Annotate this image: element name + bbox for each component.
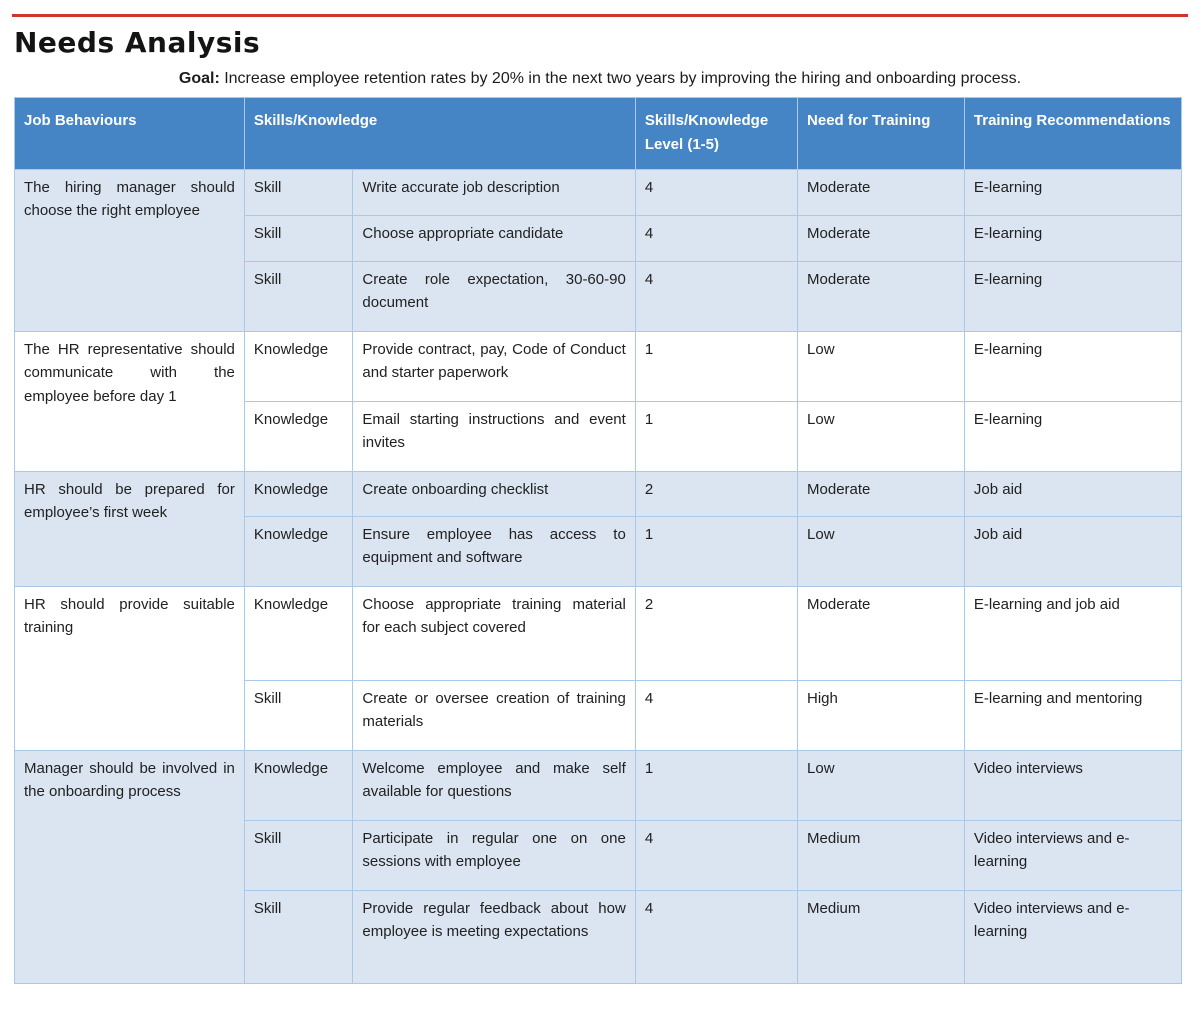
recommendation-cell: Video interviews and e-learning	[963, 820, 1183, 891]
goal-text: Increase employee retention rates by 20%…	[219, 70, 1022, 87]
description-cell: Provide contract, pay, Code of Conduct a…	[352, 331, 636, 402]
table-row: Knowledge Ensure employee has access to …	[15, 516, 1183, 587]
header-need-for-training: Need for Training	[797, 97, 965, 170]
recommendation-cell: E-learning	[963, 215, 1183, 262]
type-cell: Skill	[243, 820, 354, 891]
header-training-recommendations: Training Recommendations	[963, 97, 1183, 170]
description-cell: Create role expectation, 30-60-90 docume…	[352, 261, 636, 332]
recommendation-cell: E-learning and job aid	[963, 586, 1183, 681]
header-skills-knowledge: Skills/Knowledge	[243, 97, 636, 170]
table-row: The hiring manager should choose the rig…	[14, 169, 1183, 332]
behaviour-cell: HR should be prepared for employee’s fir…	[14, 471, 245, 587]
recommendation-cell: Job aid	[963, 516, 1183, 587]
header-skills-knowledge-level: Skills/Knowledge Level (1-5)	[634, 97, 799, 170]
recommendation-cell: E-learning	[963, 261, 1183, 332]
level-cell: 1	[634, 750, 799, 821]
level-cell: 4	[634, 680, 799, 751]
top-accent-rule	[12, 14, 1188, 17]
need-cell: Low	[797, 750, 965, 821]
table-row: Skill Participate in regular one on one …	[15, 820, 1183, 891]
type-cell: Knowledge	[243, 750, 354, 821]
need-cell: Low	[797, 401, 965, 472]
need-cell: Moderate	[797, 471, 965, 517]
table-row: HR should provide suitable training Know…	[14, 586, 1183, 751]
table-row: Skill Create or oversee creation of trai…	[15, 680, 1183, 751]
description-cell: Participate in regular one on one sessio…	[352, 820, 636, 891]
type-cell: Knowledge	[243, 331, 354, 402]
description-cell: Email starting instructions and event in…	[352, 401, 636, 472]
table-row: Skill Create role expectation, 30-60-90 …	[15, 261, 1183, 332]
type-cell: Knowledge	[243, 586, 354, 681]
type-cell: Skill	[243, 215, 354, 262]
description-cell: Create onboarding checklist	[352, 471, 636, 517]
type-cell: Knowledge	[243, 401, 354, 472]
description-cell: Choose appropriate training material for…	[352, 586, 636, 681]
need-cell: Low	[797, 331, 965, 402]
recommendation-cell: E-learning	[963, 331, 1183, 402]
level-cell: 4	[634, 820, 799, 891]
level-cell: 1	[634, 516, 799, 587]
behaviour-cell: The hiring manager should choose the rig…	[14, 169, 245, 332]
need-cell: Low	[797, 516, 965, 587]
level-cell: 4	[634, 890, 799, 984]
recommendation-cell: E-learning and mentoring	[963, 680, 1183, 751]
type-cell: Skill	[243, 261, 354, 332]
description-cell: Provide regular feedback about how emplo…	[352, 890, 636, 984]
need-cell: Moderate	[797, 215, 965, 262]
level-cell: 4	[634, 215, 799, 262]
type-cell: Knowledge	[243, 516, 354, 587]
table-row: HR should be prepared for employee’s fir…	[14, 471, 1183, 587]
level-cell: 2	[634, 586, 799, 681]
table-row: Knowledge Email starting instructions an…	[15, 401, 1183, 472]
need-cell: Medium	[797, 890, 965, 984]
recommendation-cell: Video interviews and e-learning	[963, 890, 1183, 984]
level-cell: 1	[634, 331, 799, 402]
need-cell: Moderate	[797, 261, 965, 332]
behaviour-cell: The HR representative should communicate…	[14, 331, 245, 472]
level-cell: 1	[634, 401, 799, 472]
recommendation-cell: E-learning	[963, 401, 1183, 472]
description-cell: Create or oversee creation of training m…	[352, 680, 636, 751]
table-row: Skill Choose appropriate candidate 4 Mod…	[15, 215, 1183, 262]
need-cell: Medium	[797, 820, 965, 891]
goal-label: Goal:	[178, 70, 220, 87]
level-cell: 4	[634, 169, 799, 216]
need-cell: Moderate	[797, 586, 965, 681]
page-title: Needs Analysis	[14, 26, 261, 59]
description-cell: Choose appropriate candidate	[352, 215, 636, 262]
recommendation-cell: E-learning	[963, 169, 1183, 216]
recommendation-cell: Video interviews	[963, 750, 1183, 821]
table-header-row: Job Behaviours Skills/Knowledge Skills/K…	[14, 97, 1183, 170]
recommendation-cell: Job aid	[963, 471, 1183, 517]
table-row: Skill Provide regular feedback about how…	[15, 890, 1183, 984]
table-row: The HR representative should communicate…	[14, 331, 1183, 472]
goal-statement: Goal: Increase employee retention rates …	[0, 70, 1200, 88]
level-cell: 4	[634, 261, 799, 332]
description-cell: Write accurate job description	[352, 169, 636, 216]
need-cell: Moderate	[797, 169, 965, 216]
behaviour-cell: HR should provide suitable training	[14, 586, 245, 751]
need-cell: High	[797, 680, 965, 751]
level-cell: 2	[634, 471, 799, 517]
table-row: Manager should be involved in the onboar…	[14, 750, 1183, 984]
header-job-behaviours: Job Behaviours	[14, 97, 245, 170]
type-cell: Skill	[243, 680, 354, 751]
description-cell: Welcome employee and make self available…	[352, 750, 636, 821]
behaviour-cell: Manager should be involved in the onboar…	[14, 750, 245, 984]
type-cell: Skill	[243, 890, 354, 984]
needs-analysis-table: Job Behaviours Skills/Knowledge Skills/K…	[14, 97, 1183, 984]
type-cell: Knowledge	[243, 471, 354, 517]
type-cell: Skill	[243, 169, 354, 216]
description-cell: Ensure employee has access to equipment …	[352, 516, 636, 587]
